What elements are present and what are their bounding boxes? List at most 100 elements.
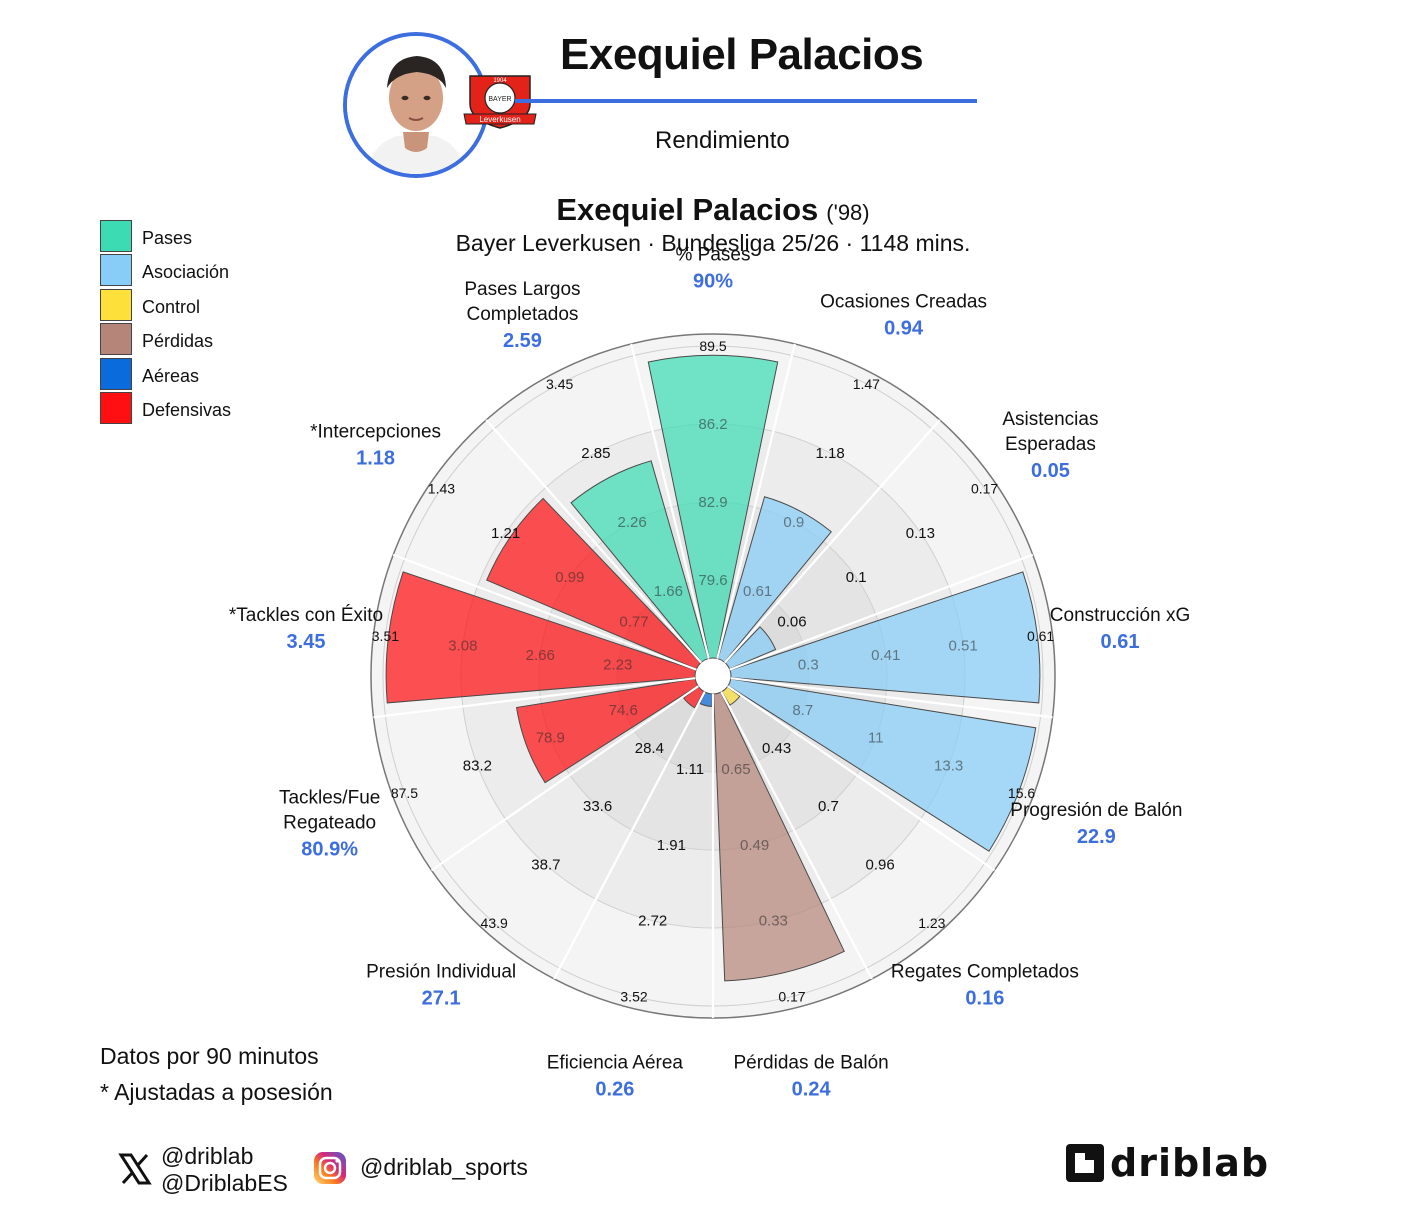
tick-label: 43.9 bbox=[481, 915, 508, 931]
tick-label: 11 bbox=[868, 730, 884, 747]
spoke-6 bbox=[720, 691, 873, 980]
chart-title: Exequiel Palacios ('98) bbox=[556, 192, 869, 227]
metric-name: *Tackles con Éxito bbox=[229, 605, 383, 626]
tick-label: 3.51 bbox=[372, 628, 399, 644]
twitter-icon bbox=[118, 1152, 152, 1192]
tick-label: 2.72 bbox=[638, 913, 667, 930]
spoke-5 bbox=[727, 685, 996, 872]
metric-name: Eficiencia Aérea bbox=[547, 1053, 684, 1074]
tick-label: 1.66 bbox=[654, 583, 683, 600]
tick-label: 86.2 bbox=[698, 416, 727, 433]
driblab-logo: driblab bbox=[1064, 1140, 1279, 1191]
bar-1 bbox=[647, 354, 779, 659]
tick-label: 0.17 bbox=[971, 481, 998, 497]
tick-label: 28.4 bbox=[635, 740, 664, 757]
player-avatar bbox=[343, 32, 489, 178]
tick-label: 8.7 bbox=[792, 702, 813, 719]
metric-label-9: Presión Individual 27.1 bbox=[366, 961, 516, 1009]
chart-center bbox=[695, 658, 731, 694]
spoke-1 bbox=[716, 343, 796, 659]
spoke-12 bbox=[485, 419, 702, 664]
spoke-10 bbox=[373, 677, 696, 719]
spoke-13 bbox=[630, 343, 710, 659]
twitter-handle-2[interactable]: @DriblabES bbox=[161, 1170, 288, 1196]
metric-name: Regateado bbox=[283, 812, 376, 833]
tick-label: 78.9 bbox=[536, 730, 565, 747]
bar-7 bbox=[713, 691, 845, 982]
tick-label: 83.2 bbox=[463, 757, 492, 774]
metric-value: 90% bbox=[693, 271, 733, 293]
tick-label: 0.49 bbox=[740, 837, 769, 854]
metric-value: 0.26 bbox=[595, 1079, 634, 1101]
tick-label: 2.66 bbox=[526, 647, 555, 664]
metric-name: *Intercepciones bbox=[310, 422, 441, 443]
metric-name: Ocasiones Creadas bbox=[820, 291, 987, 312]
driblab-logo-icon: driblab bbox=[1066, 1141, 1268, 1185]
bar-9 bbox=[682, 686, 705, 709]
tick-label: 82.9 bbox=[698, 494, 727, 511]
metric-name: Presión Individual bbox=[366, 961, 516, 982]
tick-label: 87.5 bbox=[391, 785, 418, 801]
bar-3 bbox=[724, 626, 777, 670]
chart-titles: Exequiel Palacios ('98) Bayer Leverkusen … bbox=[456, 192, 971, 256]
tick-label: 0.1 bbox=[846, 569, 867, 586]
twitter-handle-1[interactable]: @driblab bbox=[161, 1143, 254, 1169]
tick-label: 3.45 bbox=[546, 376, 573, 392]
tick-label: 0.7 bbox=[818, 798, 839, 815]
tick-label: 0.13 bbox=[906, 525, 935, 542]
tick-label: 2.85 bbox=[581, 445, 610, 462]
chart-title-suffix: ('98) bbox=[826, 200, 869, 225]
tick-label: 0.61 bbox=[743, 583, 772, 600]
metric-value: 0.61 bbox=[1101, 631, 1140, 653]
spoke-3 bbox=[729, 553, 1034, 671]
bar-6 bbox=[721, 686, 741, 706]
metric-label-13: Pases Largos Completados 2.59 bbox=[464, 279, 580, 352]
tick-label: 74.6 bbox=[609, 702, 638, 719]
metric-name: Esperadas bbox=[1005, 434, 1096, 455]
tick-label: 89.5 bbox=[699, 338, 726, 354]
legend-label: Defensivas bbox=[142, 399, 232, 420]
bar-10 bbox=[515, 678, 699, 784]
legend-swatch bbox=[100, 357, 132, 390]
page-title: Exequiel Palacios bbox=[560, 30, 924, 79]
tick-label: 15.6 bbox=[1008, 785, 1035, 801]
metric-label-10: Tackles/Fue Regateado 80.9% bbox=[279, 787, 380, 860]
tick-label: 3.08 bbox=[448, 638, 477, 655]
spoke-9 bbox=[430, 685, 699, 872]
tick-label: 1.21 bbox=[491, 525, 520, 542]
tick-label: 2.23 bbox=[603, 656, 632, 673]
page-subtitle: Rendimiento bbox=[655, 127, 790, 154]
chart-tick-labels: 79.6 82.9 86.2 89.5 0.61 0.9 1.18 1.47 0.06 0.1 0.… bbox=[372, 338, 1055, 1004]
badge-ribbon-text: Leverkusen bbox=[479, 115, 520, 124]
tick-label: 0.41 bbox=[871, 647, 900, 664]
legend-swatch bbox=[100, 323, 132, 356]
metric-name: Tackles/Fue bbox=[279, 787, 380, 808]
tick-label: 0.43 bbox=[762, 740, 791, 757]
bar-13 bbox=[570, 460, 709, 663]
legend-label: Pérdidas bbox=[142, 331, 214, 352]
instagram-handle[interactable]: @driblab_sports bbox=[360, 1154, 528, 1180]
metric-value: 3.45 bbox=[287, 631, 326, 653]
chart-subtitle: Bayer Leverkusen · Bundesliga 25/26 · 11… bbox=[456, 230, 971, 256]
metric-name: % Pases bbox=[676, 245, 751, 266]
tick-label: 0.3 bbox=[798, 656, 819, 673]
chart-bars bbox=[385, 354, 1041, 982]
bar-11 bbox=[385, 571, 697, 704]
tick-label: 0.99 bbox=[555, 569, 584, 586]
tick-label: 79.6 bbox=[698, 572, 727, 589]
tick-label: 1.23 bbox=[918, 915, 945, 931]
tick-label: 2.26 bbox=[618, 514, 647, 531]
chart-notes: Datos por 90 minutos * Ajustadas a poses… bbox=[100, 1038, 333, 1110]
bar-5 bbox=[727, 678, 1037, 852]
bar-8 bbox=[699, 691, 713, 707]
metric-name: Construcción xG bbox=[1050, 605, 1190, 626]
metric-value: 80.9% bbox=[301, 838, 358, 860]
note-per90: Datos por 90 minutos bbox=[100, 1043, 319, 1069]
bar-4 bbox=[729, 571, 1041, 704]
spoke-4 bbox=[730, 677, 1053, 719]
metric-label-8: Eficiencia Aérea 0.26 bbox=[547, 1053, 684, 1101]
spoke-8 bbox=[553, 691, 706, 980]
metric-label-1: % Pases 90% bbox=[676, 245, 751, 293]
tick-label: 0.33 bbox=[759, 913, 788, 930]
